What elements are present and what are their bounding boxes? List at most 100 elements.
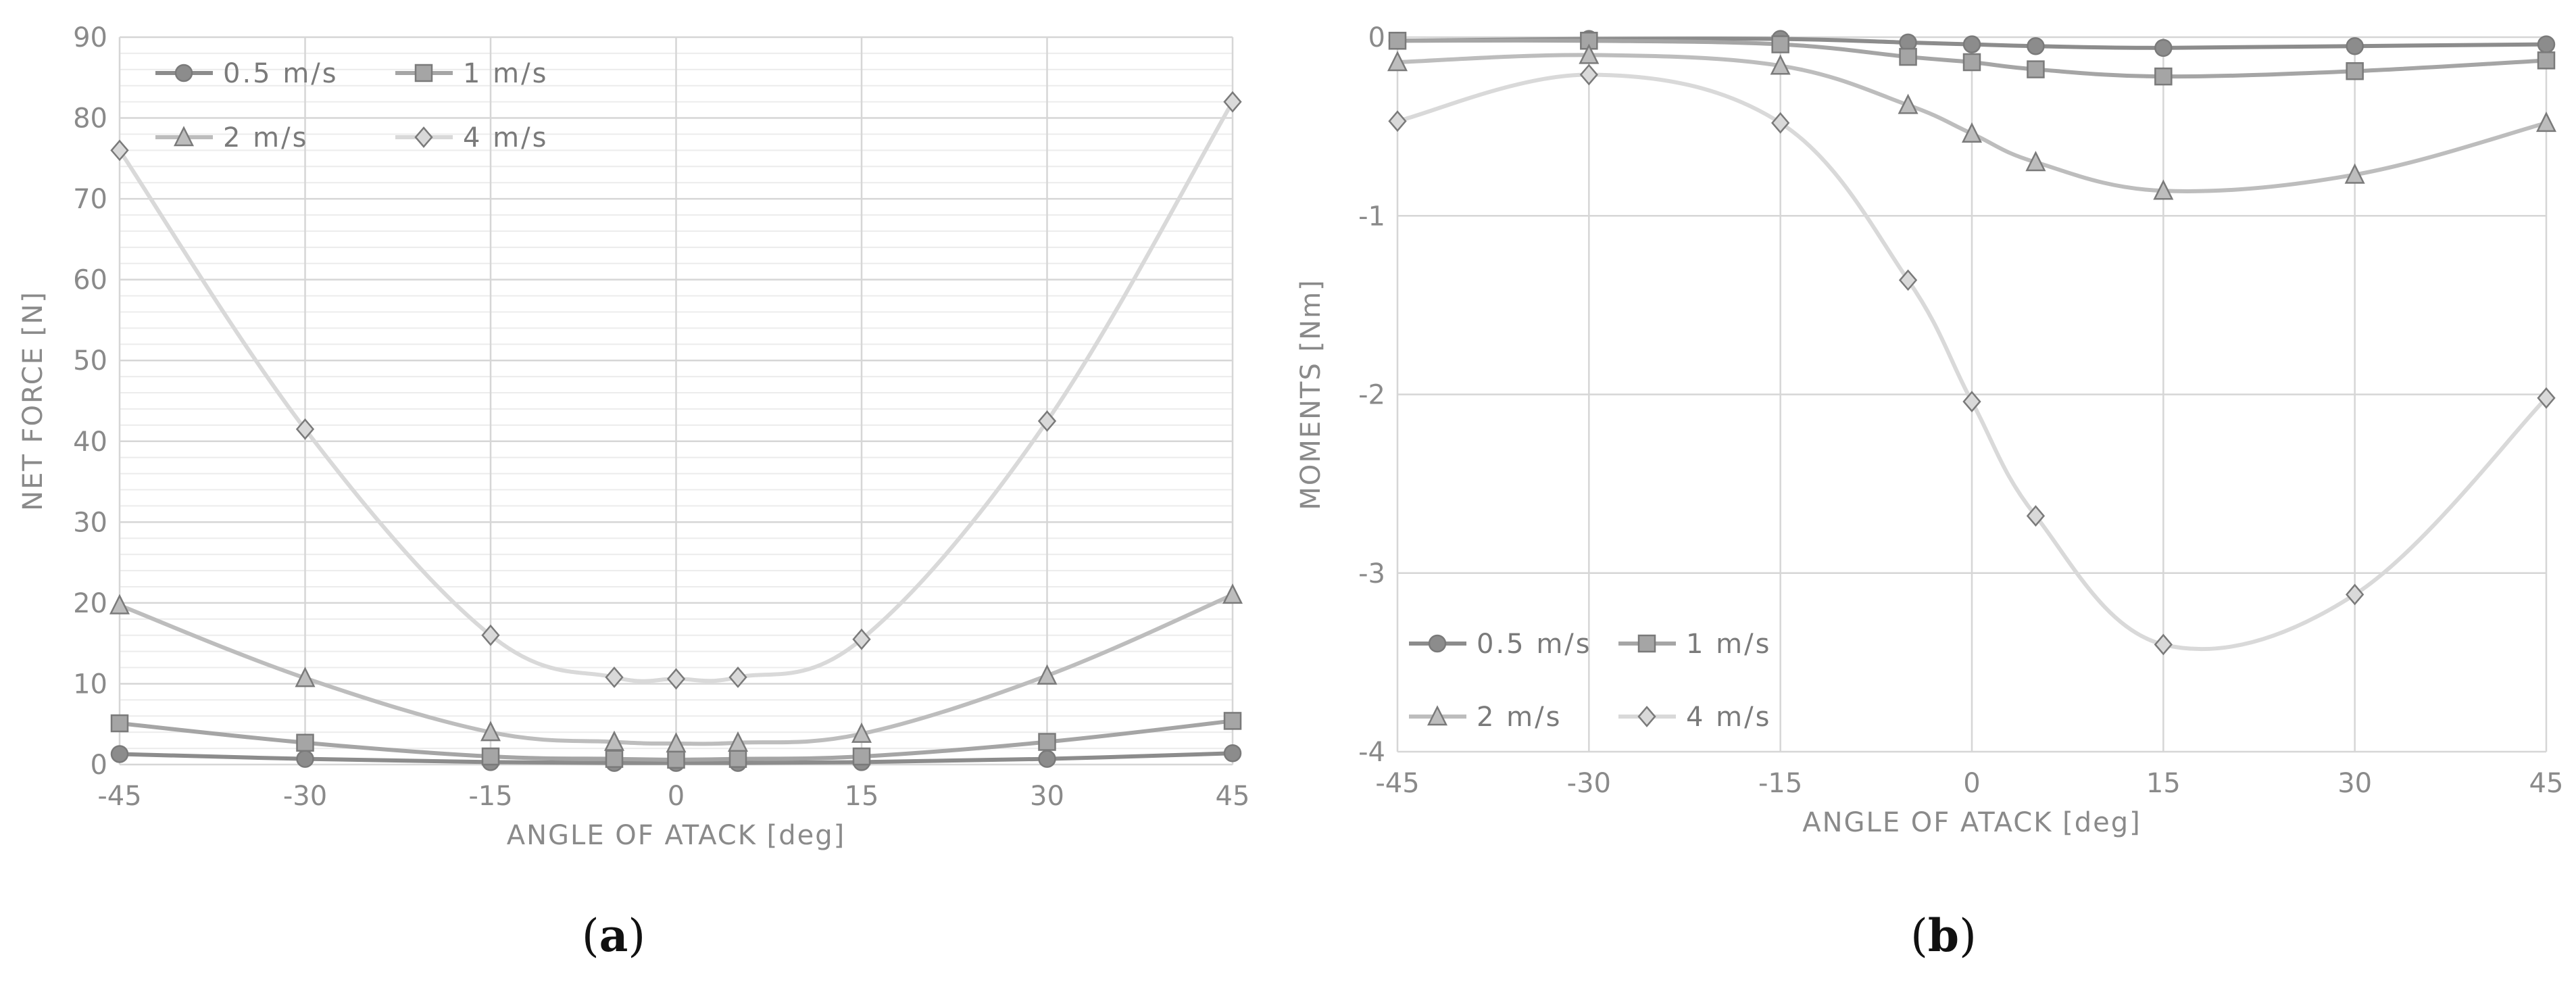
data-point — [1771, 112, 1790, 134]
data-point — [2346, 37, 2364, 55]
data-point — [728, 750, 747, 768]
legend-label: 4 m/s — [1686, 702, 1771, 733]
legend-entry: 1 m/s — [1618, 629, 1771, 660]
panel-caption-b: (b) — [1910, 909, 1977, 962]
data-point — [2537, 35, 2556, 53]
legend-label: 2 m/s — [1477, 702, 1562, 733]
y-axis-title: MOMENTS [Nm] — [1295, 279, 1327, 510]
data-point — [2344, 163, 2365, 184]
legend-entry: 1 m/s — [395, 58, 548, 89]
data-point — [1222, 583, 1243, 604]
data-point — [666, 732, 687, 753]
data-point — [1038, 733, 1056, 751]
data-point — [1037, 410, 1057, 432]
legend-label: 4 m/s — [463, 122, 548, 153]
data-point — [851, 722, 872, 743]
x-tick-label: 45 — [1216, 781, 1250, 812]
data-point — [1899, 47, 1917, 66]
legend-entry: 0.5 m/s — [1409, 629, 1590, 660]
y-tick-label: -4 — [1358, 737, 1385, 768]
data-point — [852, 628, 871, 650]
legend-marker — [414, 64, 433, 82]
data-point — [481, 624, 500, 646]
data-point — [1579, 43, 1600, 64]
data-point — [1388, 32, 1407, 50]
data-point — [2027, 37, 2045, 55]
data-point — [295, 667, 316, 687]
data-point — [110, 714, 129, 733]
legend-label: 1 m/s — [463, 58, 548, 89]
data-point — [1223, 712, 1242, 730]
data-point — [1223, 744, 1242, 763]
y-tick-label: 0 — [1368, 22, 1385, 53]
data-point — [1387, 51, 1408, 72]
legend-entry: 4 m/s — [1618, 702, 1771, 733]
data-point — [1962, 391, 1981, 412]
data-point — [2535, 112, 2557, 132]
data-point — [2537, 51, 2556, 70]
y-tick-label: 50 — [73, 345, 107, 377]
data-point — [1898, 269, 1918, 291]
data-point — [2537, 387, 2556, 409]
data-point — [1771, 35, 1789, 53]
y-tick-label: 10 — [73, 669, 107, 700]
data-point — [1770, 54, 1791, 75]
panel-caption-a: (a) — [581, 909, 646, 962]
x-tick-label: -15 — [1758, 768, 1802, 799]
chart-a: 0 10 20 30 40 50 60 70 80 90 -45 -30 -15 0 15 30 45 ANGLE… — [18, 22, 1249, 851]
data-point — [728, 666, 747, 688]
x-tick-label: 0 — [1963, 768, 1980, 799]
y-tick-label: 90 — [73, 22, 107, 53]
legend-marker — [1637, 706, 1656, 727]
x-tick-label: 0 — [668, 781, 685, 812]
y-tick-label: -3 — [1358, 558, 1385, 589]
data-point — [1579, 64, 1598, 86]
y-tick-label: 60 — [73, 265, 107, 296]
legend-marker — [1428, 634, 1447, 653]
data-point — [2026, 505, 2046, 527]
y-tick-label: -2 — [1358, 380, 1385, 411]
data-point — [667, 750, 685, 769]
x-tick-label: -45 — [1375, 768, 1419, 799]
data-point — [2154, 67, 2173, 86]
data-point — [1962, 53, 1981, 72]
data-point — [2153, 179, 2174, 200]
data-point — [2346, 62, 2364, 80]
data-point — [1388, 110, 1407, 132]
data-point — [1961, 122, 1983, 143]
x-tick-label: -30 — [283, 781, 327, 812]
data-point — [603, 730, 625, 751]
x-tick-label: 45 — [2529, 768, 2564, 799]
data-point — [296, 750, 314, 768]
data-point — [481, 747, 500, 766]
data-point — [110, 139, 129, 162]
y-tick-label: 80 — [73, 103, 107, 135]
x-tick-label: -30 — [1567, 768, 1611, 799]
x-tick-label: 15 — [2146, 768, 2181, 799]
legend-marker — [174, 64, 193, 82]
y-axis-title: NET FORCE [N] — [18, 291, 49, 511]
data-point — [605, 750, 624, 768]
data-point — [296, 733, 314, 752]
data-point — [2154, 39, 2173, 57]
legend-label: 0.5 m/s — [223, 58, 339, 89]
legend-marker — [414, 126, 433, 148]
y-tick-label: 0 — [91, 750, 107, 781]
legend-entry: 4 m/s — [395, 122, 548, 153]
legend-label: 1 m/s — [1686, 629, 1771, 660]
data-point — [2154, 633, 2173, 656]
y-tick-label: -1 — [1358, 201, 1385, 232]
y-tick-label: 70 — [73, 184, 107, 215]
data-point — [1038, 750, 1056, 768]
legend-label: 2 m/s — [223, 122, 308, 153]
legend-entry: 2 m/s — [155, 122, 308, 153]
x-axis-title: ANGLE OF ATACK [deg] — [1802, 807, 2141, 838]
data-point — [110, 745, 129, 763]
y-tick-label: 40 — [73, 427, 107, 458]
data-point — [2346, 583, 2364, 606]
data-point — [605, 666, 624, 688]
x-tick-label: 15 — [845, 781, 879, 812]
data-point — [852, 747, 871, 766]
x-tick-label: -45 — [97, 781, 141, 812]
